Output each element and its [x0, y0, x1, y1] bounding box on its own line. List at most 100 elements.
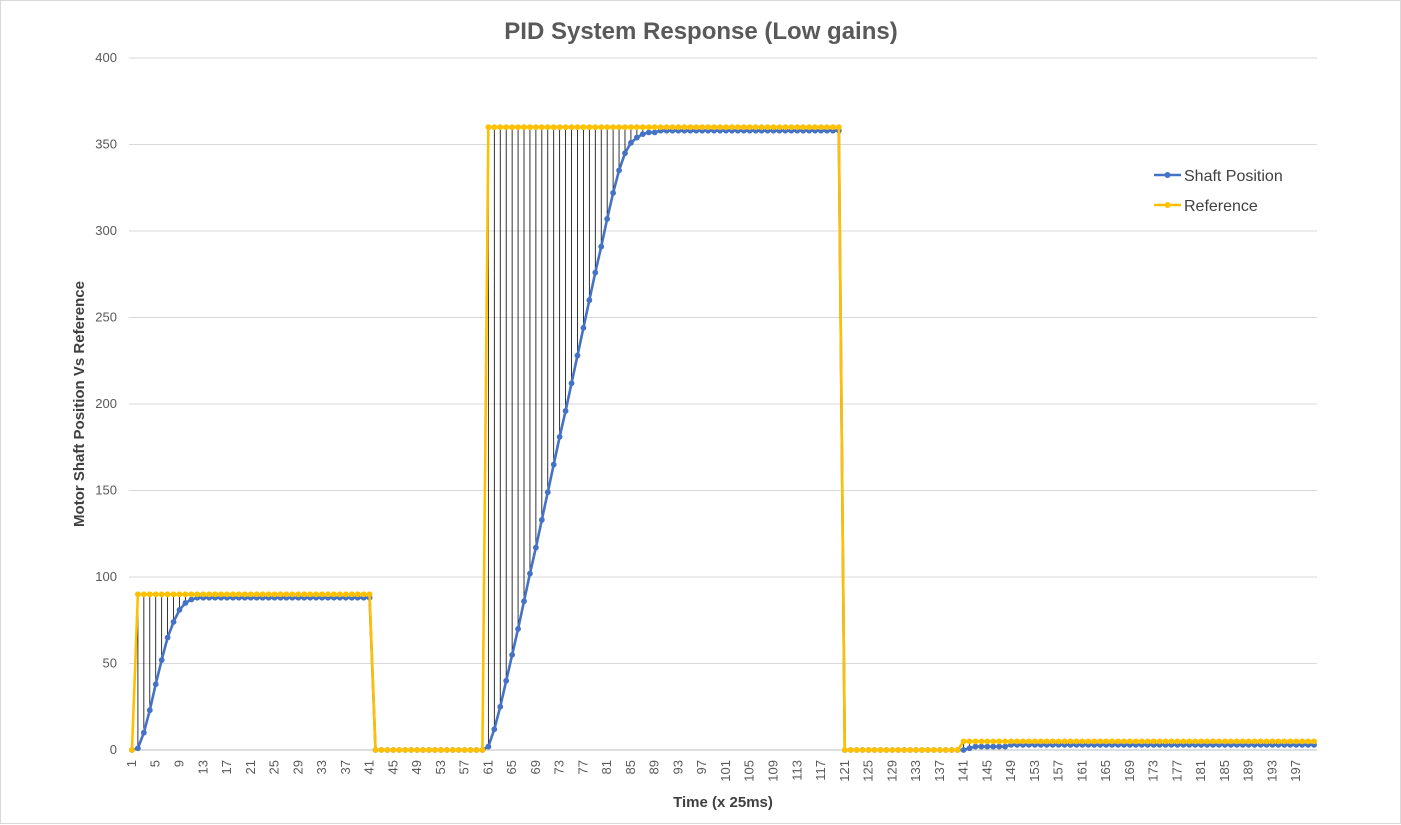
- point-reference: [1037, 738, 1044, 745]
- point-reference: [841, 747, 848, 753]
- x-tick-label: 109: [765, 760, 780, 782]
- x-tick-label: 53: [433, 760, 448, 774]
- point-reference: [241, 591, 248, 598]
- point-reference: [259, 591, 266, 598]
- point-reference: [812, 124, 818, 131]
- legend-item-shaft-position: Shaft Position: [1154, 168, 1283, 185]
- point-reference: [1233, 738, 1240, 745]
- x-axis-title: Time (x 25ms): [673, 794, 773, 811]
- point-reference: [224, 591, 230, 598]
- point-reference: [770, 124, 777, 131]
- point-reference: [194, 591, 201, 598]
- point-reference: [283, 591, 290, 598]
- point-reference: [503, 124, 510, 131]
- point-reference: [307, 591, 314, 598]
- point-reference: [1079, 738, 1086, 745]
- point-shaft-position: [527, 570, 533, 577]
- x-tick-label: 125: [861, 760, 876, 782]
- point-reference: [140, 591, 147, 598]
- point-shaft-position: [586, 297, 593, 304]
- x-tick-label: 5: [148, 760, 163, 767]
- point-shaft-position: [532, 544, 539, 551]
- legend-item-reference: Reference: [1154, 198, 1258, 215]
- point-reference: [913, 747, 919, 753]
- point-reference: [384, 747, 391, 753]
- point-reference: [313, 591, 320, 598]
- x-tick-label: 41: [362, 760, 377, 774]
- point-reference: [437, 747, 444, 753]
- x-tick-label: 145: [979, 760, 994, 782]
- x-tick-label: 141: [956, 760, 971, 782]
- point-reference: [1227, 738, 1234, 745]
- series-line-reference: [130, 125, 1315, 752]
- point-reference: [776, 124, 783, 131]
- x-tick-label: 85: [623, 760, 638, 774]
- point-shaft-position: [503, 677, 510, 684]
- point-shaft-position: [1002, 743, 1009, 750]
- point-shaft-position: [972, 743, 979, 750]
- point-reference: [182, 591, 189, 598]
- point-reference: [942, 747, 949, 753]
- chart-title: PID System Response (Low gains): [504, 18, 897, 45]
- point-reference: [1156, 738, 1163, 745]
- x-tick-label: 9: [171, 760, 186, 767]
- point-reference: [342, 591, 349, 598]
- point-reference: [1293, 738, 1300, 745]
- point-shaft-position: [176, 606, 183, 613]
- point-reference: [711, 124, 717, 131]
- point-reference: [1263, 738, 1270, 745]
- point-shaft-position: [633, 134, 640, 141]
- point-shaft-position: [182, 600, 189, 606]
- point-reference: [847, 747, 854, 753]
- point-reference: [1067, 738, 1074, 745]
- point-reference: [580, 124, 587, 131]
- point-shaft-position: [610, 190, 617, 196]
- point-reference: [960, 738, 967, 745]
- point-reference: [645, 124, 652, 131]
- x-tick-label: 37: [338, 760, 353, 774]
- point-reference: [1186, 738, 1193, 745]
- point-reference: [1031, 738, 1038, 745]
- point-reference: [325, 591, 331, 598]
- point-reference: [396, 747, 403, 753]
- point-reference: [188, 591, 195, 598]
- point-reference: [1002, 738, 1009, 745]
- y-axis-ticks: 0 50 100 150 200 250 300 350 400: [95, 50, 117, 757]
- point-shaft-position: [645, 129, 652, 136]
- point-shaft-position: [562, 408, 569, 414]
- point-reference: [717, 124, 723, 131]
- point-shaft-position: [990, 743, 997, 750]
- point-reference: [230, 591, 236, 598]
- legend-label: Shaft Position: [1184, 168, 1283, 185]
- point-reference: [996, 738, 1003, 745]
- point-reference: [1109, 738, 1115, 745]
- point-reference: [1216, 738, 1222, 745]
- point-reference: [467, 747, 474, 753]
- point-reference: [865, 747, 872, 753]
- point-reference: [1287, 738, 1294, 745]
- point-reference: [164, 591, 171, 598]
- point-reference: [366, 591, 373, 598]
- point-shaft-position: [651, 129, 658, 136]
- point-shaft-position: [592, 269, 599, 276]
- x-tick-label: 89: [647, 760, 662, 774]
- point-reference: [610, 124, 617, 131]
- x-tick-label: 105: [742, 760, 757, 782]
- point-reference: [212, 591, 219, 598]
- point-reference: [265, 591, 272, 598]
- point-reference: [604, 124, 611, 131]
- x-tick-label: 113: [789, 760, 804, 781]
- y-tick-label: 350: [95, 137, 117, 152]
- point-reference: [176, 591, 183, 598]
- point-reference: [622, 124, 628, 131]
- point-reference: [247, 591, 254, 598]
- point-reference: [746, 124, 753, 131]
- point-reference: [158, 591, 165, 598]
- point-reference: [432, 747, 438, 753]
- point-reference: [449, 747, 456, 753]
- x-tick-label: 49: [409, 760, 424, 774]
- point-shaft-position: [170, 619, 177, 625]
- point-reference: [1251, 738, 1258, 745]
- point-reference: [538, 124, 545, 131]
- point-reference: [675, 124, 682, 131]
